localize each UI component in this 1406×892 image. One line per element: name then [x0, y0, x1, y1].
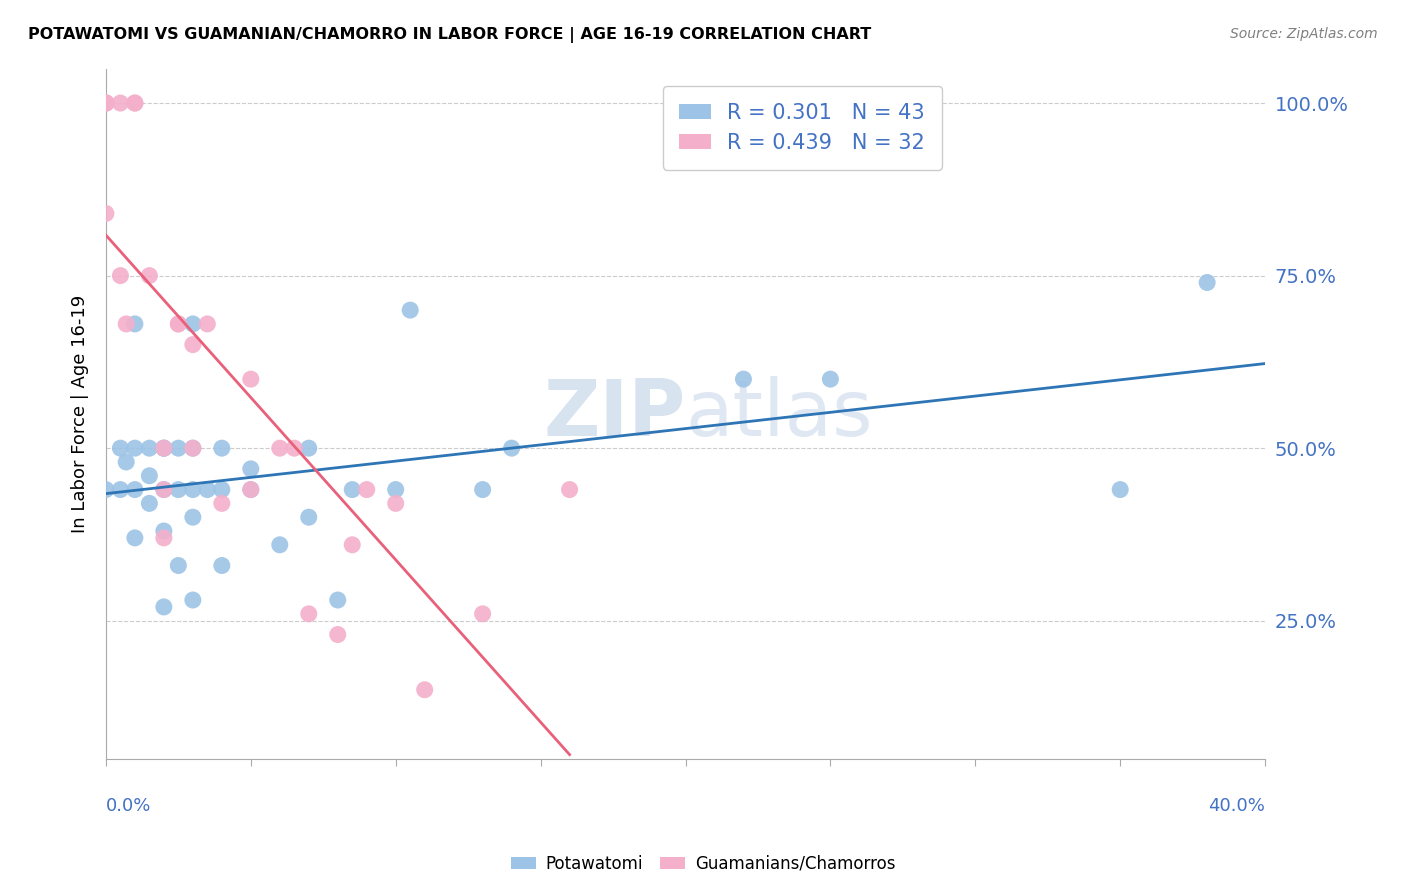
- Point: [820, 372, 842, 386]
- Point: [94, 483, 117, 497]
- Point: [153, 441, 176, 455]
- Legend: Potawatomi, Guamanians/Chamorros: Potawatomi, Guamanians/Chamorros: [503, 848, 903, 880]
- Text: 40.0%: 40.0%: [1208, 797, 1265, 814]
- Text: Source: ZipAtlas.com: Source: ZipAtlas.com: [1230, 27, 1378, 41]
- Point: [124, 441, 146, 455]
- Point: [115, 317, 138, 331]
- Point: [733, 372, 755, 386]
- Text: POTAWATOMI VS GUAMANIAN/CHAMORRO IN LABOR FORCE | AGE 16-19 CORRELATION CHART: POTAWATOMI VS GUAMANIAN/CHAMORRO IN LABO…: [28, 27, 872, 43]
- Point: [471, 483, 494, 497]
- Point: [195, 483, 218, 497]
- Point: [167, 317, 190, 331]
- Point: [110, 441, 132, 455]
- Point: [384, 496, 406, 510]
- Point: [124, 317, 146, 331]
- Point: [138, 496, 160, 510]
- Point: [110, 96, 132, 111]
- Point: [239, 462, 262, 476]
- Text: 0.0%: 0.0%: [105, 797, 152, 814]
- Point: [298, 510, 321, 524]
- Point: [1197, 276, 1219, 290]
- Point: [94, 96, 117, 111]
- Text: atlas: atlas: [686, 376, 873, 451]
- Point: [138, 268, 160, 283]
- Legend: R = 0.301   N = 43, R = 0.439   N = 32: R = 0.301 N = 43, R = 0.439 N = 32: [662, 86, 942, 169]
- Point: [239, 483, 262, 497]
- Point: [471, 607, 494, 621]
- Point: [195, 317, 218, 331]
- Point: [181, 337, 204, 351]
- Point: [211, 441, 233, 455]
- Point: [94, 206, 117, 220]
- Point: [413, 682, 436, 697]
- Point: [94, 96, 117, 111]
- Point: [211, 483, 233, 497]
- Point: [181, 441, 204, 455]
- Point: [342, 538, 364, 552]
- Point: [153, 599, 176, 614]
- Text: ZIP: ZIP: [543, 376, 686, 451]
- Point: [115, 455, 138, 469]
- Point: [94, 96, 117, 111]
- Point: [153, 441, 176, 455]
- Point: [211, 496, 233, 510]
- Point: [239, 483, 262, 497]
- Point: [124, 531, 146, 545]
- Point: [124, 483, 146, 497]
- Point: [181, 441, 204, 455]
- Point: [167, 317, 190, 331]
- Point: [153, 483, 176, 497]
- Point: [558, 483, 581, 497]
- Point: [167, 441, 190, 455]
- Point: [211, 558, 233, 573]
- Point: [153, 441, 176, 455]
- Point: [94, 96, 117, 111]
- Point: [167, 558, 190, 573]
- Point: [501, 441, 523, 455]
- Point: [138, 468, 160, 483]
- Point: [124, 96, 146, 111]
- Point: [153, 483, 176, 497]
- Point: [269, 441, 291, 455]
- Point: [356, 483, 378, 497]
- Point: [283, 441, 305, 455]
- Point: [326, 593, 349, 607]
- Point: [153, 531, 176, 545]
- Point: [110, 268, 132, 283]
- Point: [181, 593, 204, 607]
- Point: [239, 372, 262, 386]
- Point: [138, 441, 160, 455]
- Point: [298, 607, 321, 621]
- Point: [124, 96, 146, 111]
- Point: [384, 483, 406, 497]
- Point: [298, 441, 321, 455]
- Point: [399, 303, 422, 318]
- Point: [181, 483, 204, 497]
- Point: [181, 317, 204, 331]
- Y-axis label: In Labor Force | Age 16-19: In Labor Force | Age 16-19: [72, 294, 89, 533]
- Point: [342, 483, 364, 497]
- Point: [181, 510, 204, 524]
- Point: [326, 627, 349, 641]
- Point: [110, 483, 132, 497]
- Point: [153, 524, 176, 538]
- Point: [269, 538, 291, 552]
- Point: [1109, 483, 1132, 497]
- Point: [167, 483, 190, 497]
